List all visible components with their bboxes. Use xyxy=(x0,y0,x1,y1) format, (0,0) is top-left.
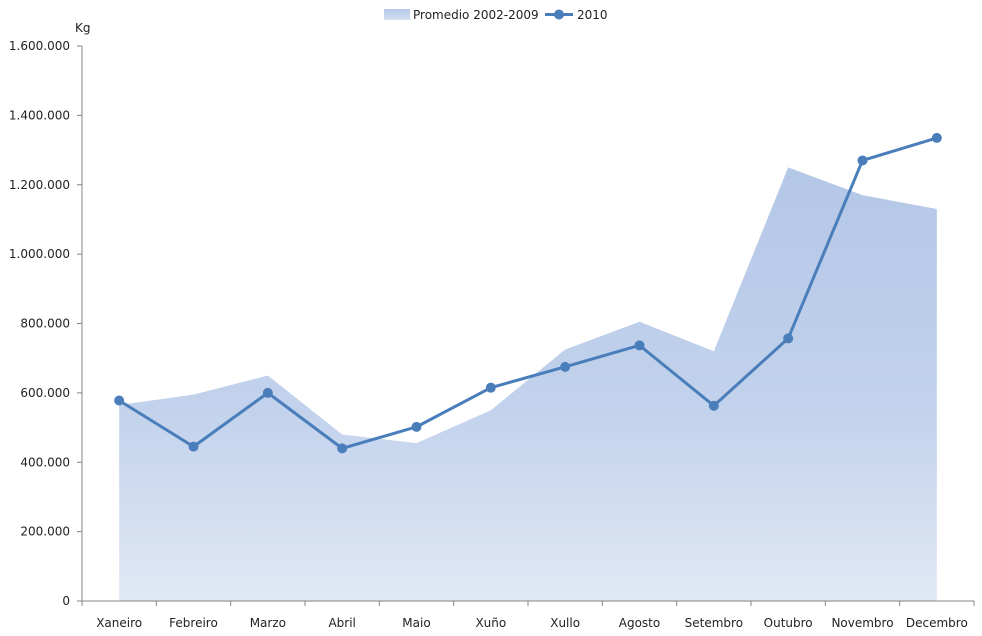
point-2010 xyxy=(188,441,199,452)
y-axis-unit-label: Kg xyxy=(75,21,91,35)
point-2010 xyxy=(708,400,719,411)
legend-label-average: Promedio 2002-2009 xyxy=(413,8,539,22)
point-2010 xyxy=(262,387,273,398)
y-tick-label: 1.600.000 xyxy=(9,39,70,53)
y-tick-label: 1.400.000 xyxy=(9,108,70,122)
x-tick-label: Setembro xyxy=(685,616,743,630)
x-tick-label: Maio xyxy=(402,616,430,630)
x-tick-label: Xuño xyxy=(475,616,506,630)
point-2010 xyxy=(485,382,496,393)
x-tick-label: Xullo xyxy=(550,616,580,630)
legend-swatch-2010-marker xyxy=(554,9,564,20)
area-series-layer xyxy=(119,167,937,601)
x-tick-label: Marzo xyxy=(250,616,286,630)
y-tick-label: 800.000 xyxy=(20,317,70,331)
point-2010 xyxy=(634,340,645,351)
y-tick-label: 200.000 xyxy=(20,525,70,539)
x-tick-label: Outubro xyxy=(764,616,813,630)
legend-swatch-average xyxy=(384,9,410,20)
x-tick-label: Agosto xyxy=(619,616,660,630)
x-tick-label: Decembro xyxy=(906,616,968,630)
x-tick-label: Novembro xyxy=(831,616,893,630)
point-2010 xyxy=(337,443,348,454)
point-2010 xyxy=(783,333,794,344)
axes: 0 200.000 400.000 600.000 800.000 1.000.000 1.… xyxy=(9,39,975,630)
legend-label-2010: 2010 xyxy=(577,8,608,22)
point-2010 xyxy=(931,132,942,143)
y-tick-label: 400.000 xyxy=(20,455,70,469)
y-tick-label: 1.200.000 xyxy=(9,178,70,192)
line-2010 xyxy=(118,136,938,450)
x-tick-label: Xaneiro xyxy=(96,616,142,630)
y-tick-label: 0 xyxy=(62,594,70,608)
x-tick-label: Febreiro xyxy=(169,616,218,630)
area-average-2002-2009 xyxy=(119,167,937,601)
x-tick-label: Abril xyxy=(328,616,355,630)
line-series-layer xyxy=(114,132,942,454)
point-2010 xyxy=(857,155,868,166)
point-2010 xyxy=(560,361,571,372)
point-2010 xyxy=(114,395,125,406)
legend: Promedio 2002-2009 2010 xyxy=(384,8,608,22)
y-tick-label: 600.000 xyxy=(20,386,70,400)
y-tick-label: 1.000.000 xyxy=(9,247,70,261)
point-2010 xyxy=(411,421,422,432)
